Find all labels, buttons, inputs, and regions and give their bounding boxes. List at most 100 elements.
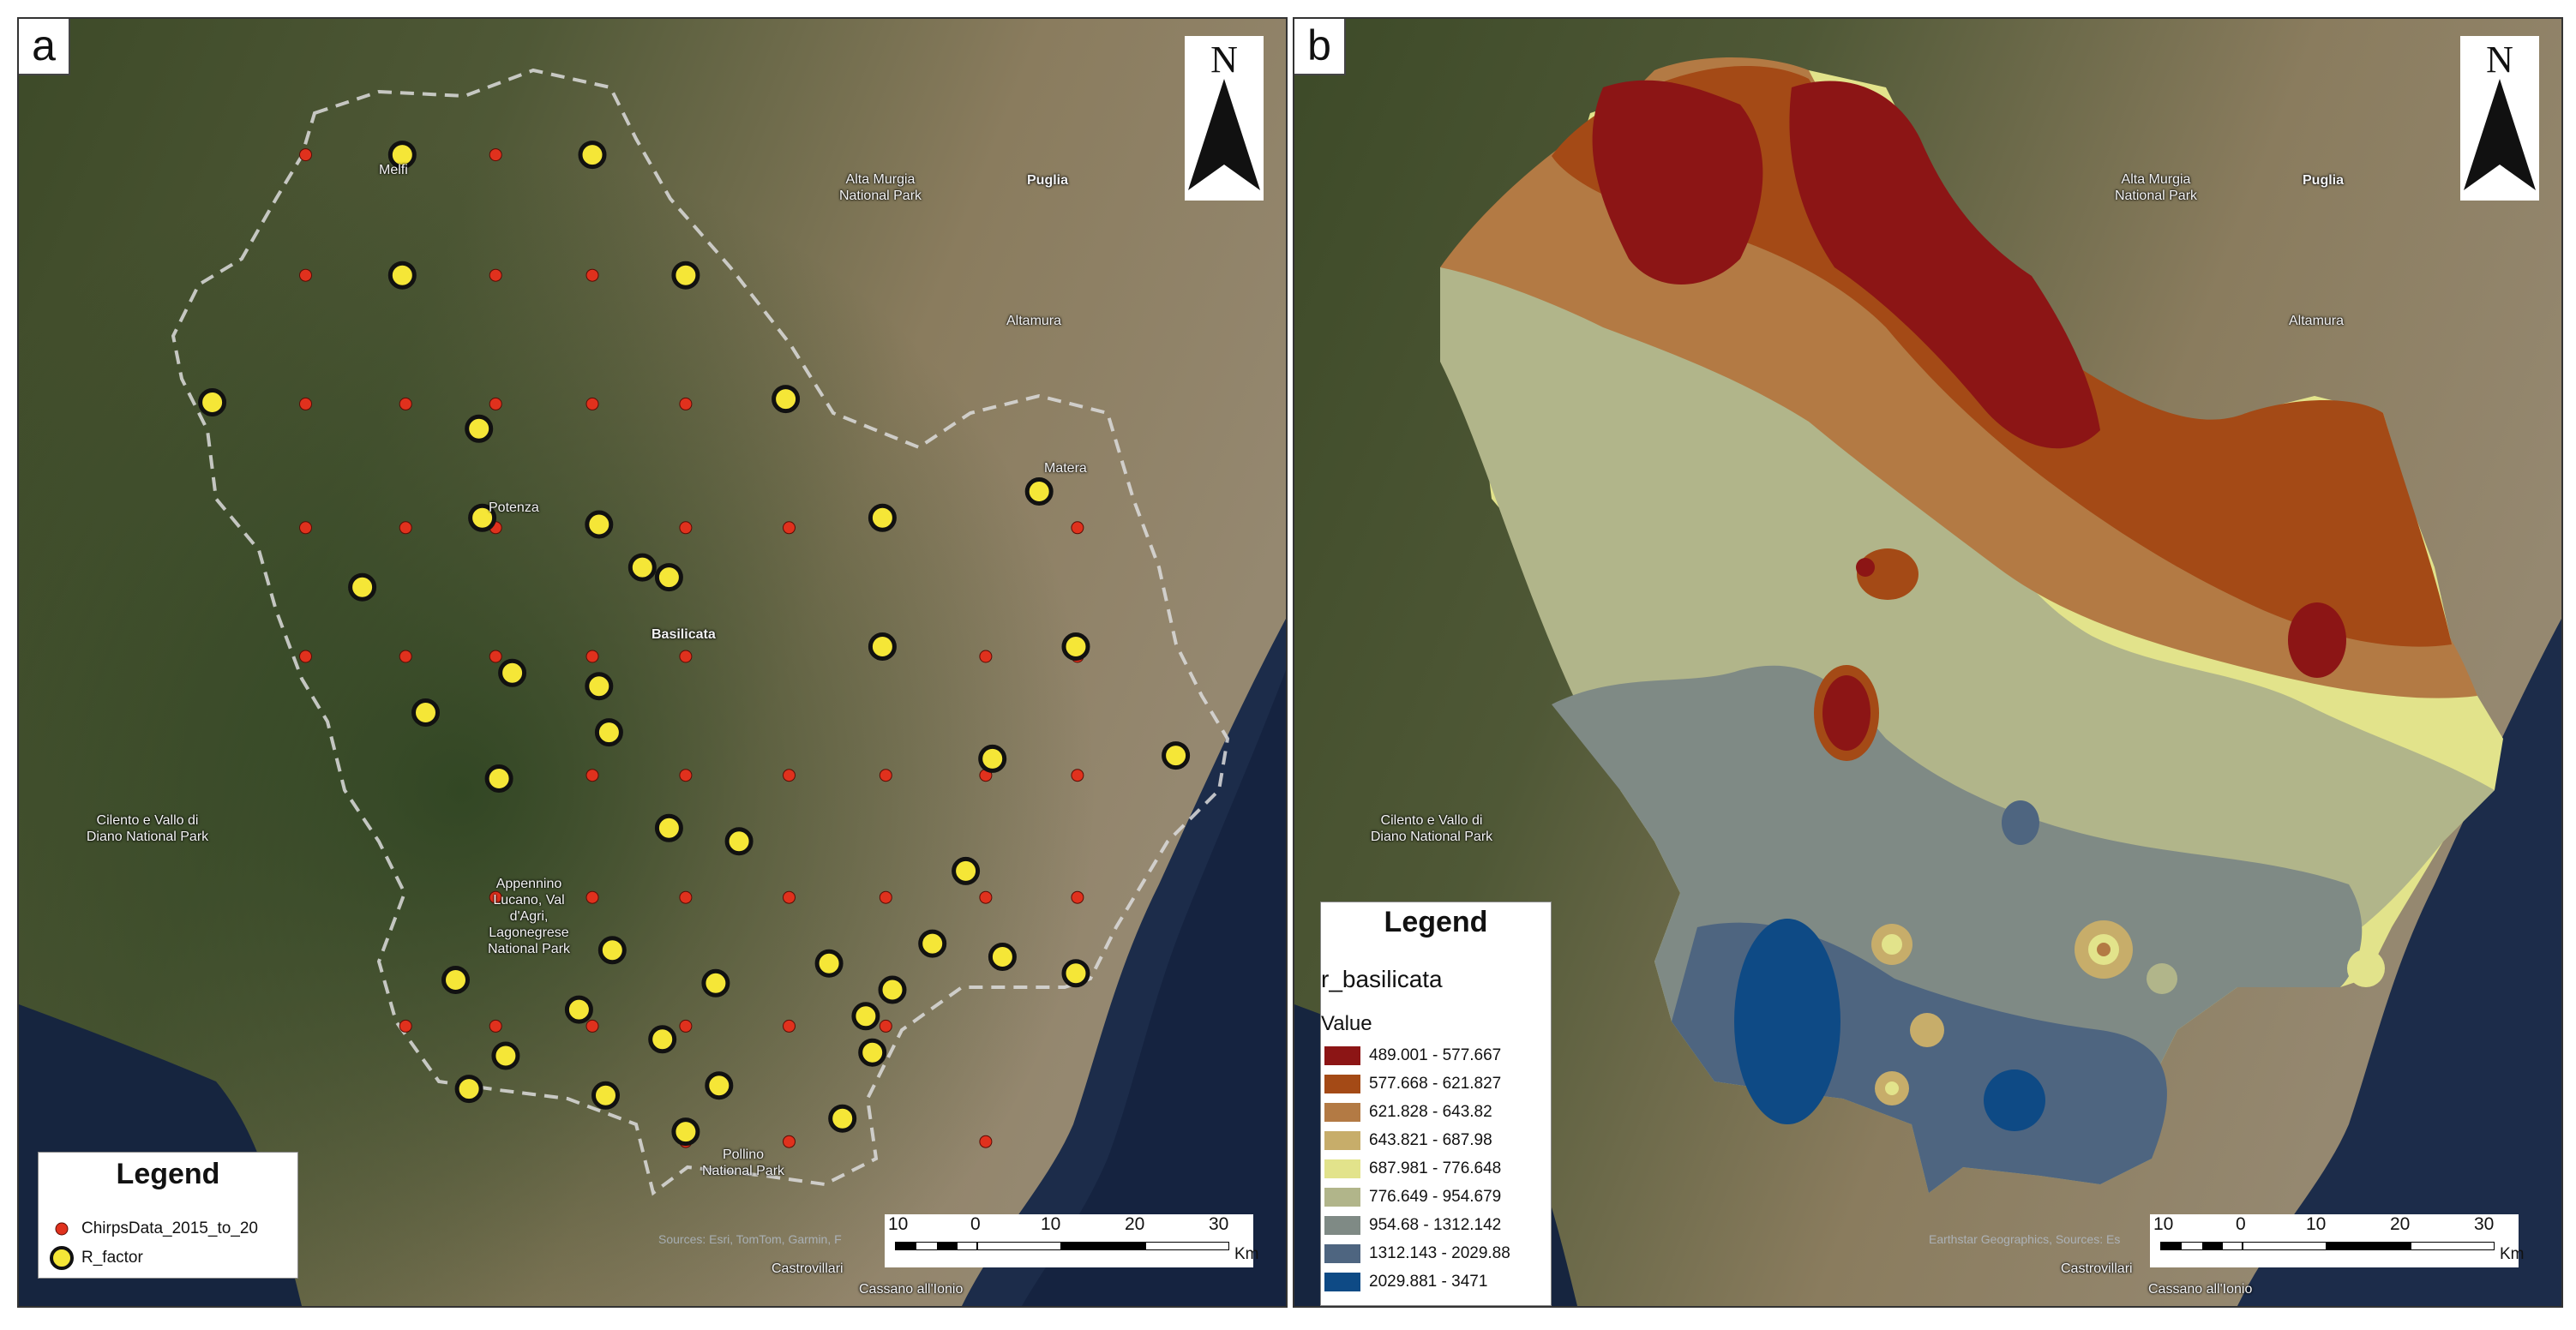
scale-bar-b: 10 0 10 20 30 Km: [2150, 1214, 2525, 1267]
legend-swatch: [1324, 1103, 1360, 1122]
chirps-point: [879, 1019, 892, 1033]
r-factor-point: [591, 1081, 620, 1110]
map-attribution: Earthstar Geographics, Sources: Es: [1929, 1232, 2121, 1246]
chirps-point: [1071, 890, 1084, 904]
legend-class-4: 643.821 - 687.98: [1324, 1131, 1492, 1153]
r-factor-point: [654, 563, 683, 592]
chirps-point: [399, 521, 412, 535]
legend-swatch: [1324, 1188, 1360, 1207]
r-factor-point: [671, 261, 700, 290]
chirps-point: [489, 148, 502, 162]
chirps-point: [489, 397, 502, 410]
legend-swatch: [1324, 1075, 1360, 1093]
r-factor-point: [1024, 477, 1054, 506]
chirps-point: [783, 769, 796, 782]
place-label: Appennino Lucano, Val d'Agri, Lagonegres…: [487, 877, 571, 956]
chirps-point: [879, 769, 892, 782]
region-boundary: [171, 68, 1230, 1196]
legend-layer-name: r_basilicata: [1321, 966, 1443, 992]
legend-swatch: [1324, 1159, 1360, 1178]
r-factor-point: [701, 968, 730, 998]
chirps-point: [1071, 769, 1084, 782]
r-factor-point: [491, 1041, 520, 1070]
r-factor-point: [411, 698, 440, 727]
r-factor-point: [814, 949, 844, 978]
north-arrow: N: [2460, 36, 2539, 201]
r-factor-point: [772, 385, 801, 414]
r-factor-point: [878, 975, 907, 1004]
legend-class-label: 776.649 - 954.679: [1369, 1188, 1502, 1207]
legend-field-name: Value: [1321, 1012, 1372, 1035]
map-panel-a: a N Melfi Potenza Basilicata Matera Alta…: [17, 17, 1288, 1308]
north-label: N: [1210, 39, 1238, 81]
r-factor-point: [851, 1002, 880, 1031]
chirps-point: [585, 650, 599, 663]
chirps-point: [585, 890, 599, 904]
chirps-point: [783, 1019, 796, 1033]
chirps-point: [489, 890, 502, 904]
north-label: N: [2486, 39, 2513, 81]
legend-class-label: 687.981 - 776.648: [1369, 1159, 1502, 1178]
chirps-point: [489, 268, 502, 282]
place-label: Cilento e Vallo di Diano National Park: [86, 813, 209, 844]
r-factor-point: [654, 813, 683, 842]
place-label: Matera: [1044, 461, 1087, 476]
place-label: Alta Murgia National Park: [2114, 172, 2198, 203]
r-factor-point: [465, 414, 494, 443]
chirps-point: [489, 1019, 502, 1033]
legend-class-9: 2029.881 - 3471: [1324, 1273, 1487, 1295]
place-label: Cilento e Vallo di Diano National Park: [1370, 813, 1493, 844]
chirps-point: [679, 769, 693, 782]
r-factor-point: [484, 764, 513, 793]
place-label: Pollino National Park: [701, 1147, 785, 1178]
panel-label-b: b: [1294, 19, 1346, 75]
legend-swatch: [1324, 1244, 1360, 1263]
r-factor-point: [387, 141, 417, 170]
r-factor-point: [454, 1075, 483, 1104]
chirps-point: [679, 1019, 693, 1033]
r-factor-point: [1162, 741, 1191, 770]
place-label: Basilicata: [652, 627, 716, 642]
place-label: Castrovillari: [2061, 1261, 2133, 1276]
map-attribution: Sources: Esri, TomTom, Garmin, F: [658, 1232, 842, 1246]
r-factor-point: [578, 141, 607, 170]
legend-class-5: 687.981 - 776.648: [1324, 1159, 1501, 1182]
r-factor-point: [468, 503, 497, 532]
legend-swatch: [1324, 1273, 1360, 1291]
place-label: Potenza: [489, 500, 539, 515]
satellite-basemap-a: [19, 19, 1286, 1306]
legend-class-label: 2029.881 - 3471: [1369, 1273, 1488, 1291]
chirps-point: [299, 521, 312, 535]
chirps-point: [299, 397, 312, 410]
r-factor-point: [1061, 959, 1090, 988]
legend-class-3: 621.828 - 643.82: [1324, 1103, 1492, 1125]
north-arrow: N: [1185, 36, 1264, 201]
chirps-point: [679, 650, 693, 663]
legend-swatch: [1324, 1046, 1360, 1065]
chirps-point: [783, 1135, 796, 1148]
chirps-point: [679, 521, 693, 535]
chirps-point: [879, 890, 892, 904]
legend-class-label: 1312.143 - 2029.88: [1369, 1244, 1510, 1263]
chirps-point: [979, 890, 993, 904]
place-label: Puglia: [2303, 173, 2345, 188]
panel-label-a: a: [19, 19, 70, 75]
r-factor-point: [952, 856, 981, 885]
r-factor-point: [868, 503, 897, 532]
north-arrow-icon: [2464, 79, 2536, 190]
chirps-point: [299, 650, 312, 663]
chirps-point: [585, 268, 599, 282]
legend-swatch: [1324, 1216, 1360, 1235]
chirps-point: [783, 890, 796, 904]
map-panel-b: b N Altamura Puglia Alta Murgia National…: [1293, 17, 2563, 1308]
chirps-point: [679, 397, 693, 410]
legend-class-6: 776.649 - 954.679: [1324, 1188, 1501, 1210]
legend-item-r-factor: R_factor: [49, 1245, 143, 1271]
chirps-point: [783, 521, 796, 535]
chirps-point: [399, 650, 412, 663]
r-factor-point: [868, 632, 897, 661]
north-arrow-icon: [1188, 79, 1260, 190]
chirps-point: [299, 148, 312, 162]
chirps-point: [1071, 521, 1084, 535]
r-factor-point: [585, 672, 614, 701]
